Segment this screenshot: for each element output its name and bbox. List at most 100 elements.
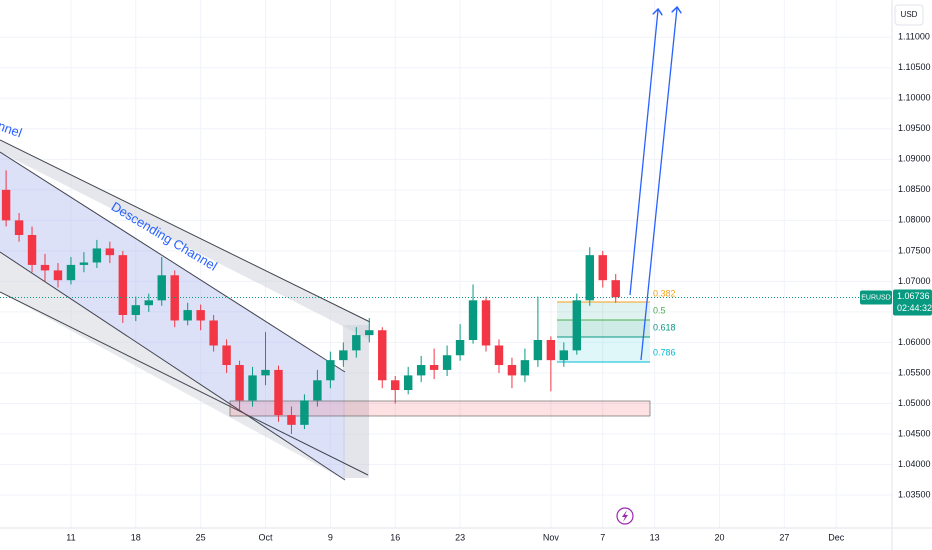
candle-body [598,255,607,281]
candle-body [300,400,309,425]
candle-body [442,355,452,370]
last-price-label: 1.06736 [897,291,930,301]
candle-body [611,280,620,298]
candle-body [533,339,543,361]
x-tick-label: Dec [828,532,845,542]
candle-body [248,375,257,401]
fib-label: 0.382 [653,288,676,298]
channel-line [0,251,346,481]
x-tick-label: 16 [390,532,400,542]
channel-line [0,139,371,323]
x-tick-label: 18 [131,532,141,542]
candle-body [572,300,582,351]
candle-body [494,345,504,366]
candle-body [339,350,348,361]
channel-line [0,151,346,373]
x-tick-label: 11 [66,532,75,542]
x-tick-label: 23 [455,532,465,542]
channel-line [0,291,369,476]
x-tick-label: 7 [600,532,605,542]
candle-body [507,365,517,376]
candle-body [546,339,556,361]
x-tick-label: 27 [779,532,789,542]
x-tick-label: 13 [650,532,660,542]
x-tick-label: 9 [328,532,333,542]
candle-body [403,375,413,391]
x-tick-label: 20 [714,532,724,542]
price-box [893,289,932,316]
y-tick-label: 1.09000 [898,154,931,164]
candle-body [455,339,465,356]
y-tick-label: 1.10500 [898,62,931,72]
event-bolt [622,510,628,522]
annotation: nnel [0,118,24,141]
projection-arrow [629,10,658,296]
currency-box[interactable] [894,4,924,26]
fib-zone [557,320,650,337]
candle-body [131,305,141,315]
candle-body [1,189,11,221]
candle-body [209,320,218,346]
y-tick-label: 1.05000 [898,398,931,408]
y-tick-label: 1.07500 [898,245,931,255]
candle-body [274,369,283,416]
projection-arrow [640,8,677,361]
y-tick-label: 1.05500 [898,367,931,377]
candle-body [429,365,439,370]
fib-label: 0.5 [653,305,666,315]
candle-body [352,335,361,351]
candle-body [481,300,491,346]
y-tick-label: 1.08000 [898,215,931,225]
candle-body [118,255,128,315]
candle-body [313,380,322,401]
candle-body [391,380,400,391]
candle-body [261,369,270,376]
candle-body [520,360,530,376]
x-tick-label: 25 [196,532,206,542]
fib-label: 0.786 [653,347,676,357]
candles [1,170,620,434]
support-zone [229,400,651,417]
y-tick-label: 1.11000 [898,32,930,42]
candle-body [416,365,426,376]
symbol-label: EURUSD [861,294,891,301]
fib-label: 0.618 [653,322,676,332]
candle-body [14,220,24,236]
candle-body [27,235,37,265]
currency: USD [901,10,918,19]
candle-body [196,310,205,321]
y-tick-label: 1.04500 [898,428,931,438]
y-tick-label: 1.06000 [898,337,931,347]
symbol-box [860,290,892,305]
candle-body [105,248,115,256]
candle-body [79,262,89,265]
candle-body [40,264,50,271]
y-tick-label: 1.07000 [898,276,931,286]
y-tick-label: 1.09500 [898,123,931,133]
candle-body [468,300,478,340]
drawings: Descending Channel nnel 0.382 0.5 0.618 … [0,8,677,481]
candle-body [326,360,335,381]
candle-body [378,330,387,381]
candle-body [144,300,153,306]
candle-body [92,248,102,263]
fib-zone [557,337,650,362]
y-tick-label: 1.04000 [898,459,931,469]
candle-body [559,350,569,361]
candle-body [183,310,192,321]
candle-body [157,275,166,301]
candle-body [66,264,76,281]
y-tick-label: 1.08500 [898,184,931,194]
candle-body [222,345,231,366]
channel-band [0,140,370,340]
candle-body [365,330,374,336]
x-tick-label: Nov [543,532,560,542]
fib-zone [557,302,650,320]
countdown-label: 02:44:32 [897,303,932,313]
candle-body [235,365,244,401]
y-tick-label: 1.03500 [898,489,931,499]
candle-body [53,270,63,281]
candle-body [287,415,296,425]
